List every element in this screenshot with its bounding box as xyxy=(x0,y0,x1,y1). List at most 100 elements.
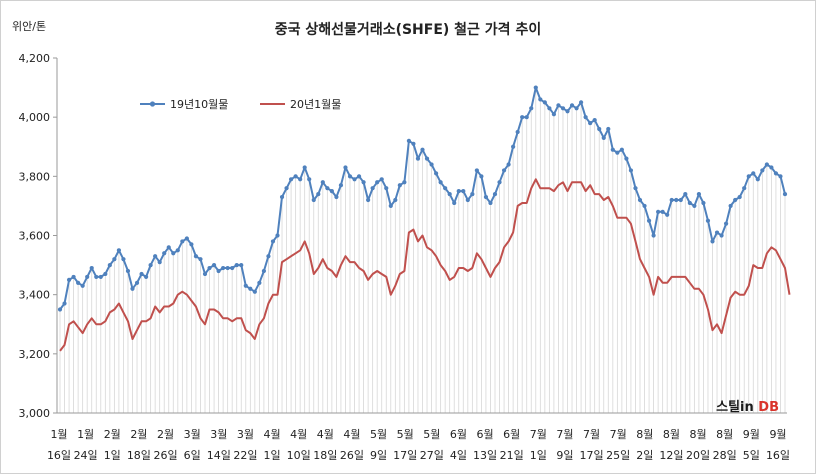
data-point xyxy=(125,268,131,274)
data-point xyxy=(574,106,579,111)
x-tick-label-month: 7월 xyxy=(556,428,573,441)
data-point xyxy=(202,271,208,277)
x-tick-label-day: 16일 xyxy=(766,448,790,462)
data-point xyxy=(230,265,235,271)
x-tick-label-month: 3월 xyxy=(210,428,227,441)
data-point xyxy=(411,141,416,146)
data-point xyxy=(121,257,126,262)
x-tick-label-day: 20일 xyxy=(686,448,710,462)
data-point xyxy=(760,168,765,173)
data-point xyxy=(239,262,244,268)
data-point xyxy=(94,274,99,280)
x-tick-label-month: 2월 xyxy=(130,428,147,441)
data-point xyxy=(474,168,479,173)
data-point xyxy=(479,174,484,179)
x-tick-label-month: 4월 xyxy=(317,428,334,441)
legend-marker xyxy=(149,101,156,107)
data-point xyxy=(80,283,85,288)
data-point xyxy=(547,106,552,111)
data-point xyxy=(248,286,253,291)
x-tick-labels: 1월 16일 1월 24일 2월 1일 2월 18일 2월 26일 3월 6일 3월 14일 3월 22일 4월… xyxy=(47,428,790,462)
data-point xyxy=(415,156,421,161)
data-point xyxy=(588,120,593,126)
data-point xyxy=(651,233,656,238)
data-point xyxy=(189,242,194,247)
data-point xyxy=(669,197,674,203)
data-point xyxy=(166,245,171,250)
data-point xyxy=(714,230,720,235)
data-point xyxy=(488,200,493,206)
x-tick-label-day: 18일 xyxy=(313,448,337,462)
data-point xyxy=(687,200,692,206)
data-point xyxy=(619,147,624,152)
data-point xyxy=(153,254,158,259)
data-point xyxy=(275,233,280,238)
data-point xyxy=(320,180,325,185)
data-point xyxy=(542,100,547,105)
data-point xyxy=(710,239,715,244)
y-tick-label: 4,200 xyxy=(19,52,51,65)
data-point xyxy=(646,218,652,223)
data-point xyxy=(361,180,366,185)
data-point xyxy=(501,168,507,173)
legend-label: 19년10월물 xyxy=(170,98,228,111)
data-point xyxy=(610,147,615,152)
data-point xyxy=(592,118,597,123)
data-point xyxy=(366,197,371,203)
data-point xyxy=(624,156,629,161)
hatch-fill-lines xyxy=(59,87,786,413)
x-tick-label-day: 27일 xyxy=(420,448,444,462)
data-point xyxy=(569,103,575,108)
x-tick-label-day: 12일 xyxy=(659,448,683,462)
x-tick-label-month: 4월 xyxy=(263,428,280,441)
data-point xyxy=(633,186,638,191)
data-point xyxy=(162,251,167,256)
x-tick-label-day: 10일 xyxy=(287,448,311,462)
x-tick-label-day: 16일 xyxy=(47,448,71,462)
data-point xyxy=(66,277,72,282)
x-tick-label-month: 7월 xyxy=(583,428,600,441)
legend: 19년10월물 20년1월물 xyxy=(140,98,341,111)
data-point xyxy=(452,200,457,206)
data-point xyxy=(234,262,239,268)
data-point xyxy=(85,274,90,280)
data-point xyxy=(606,126,611,132)
data-point xyxy=(211,262,217,268)
data-point xyxy=(447,191,452,197)
data-point xyxy=(737,194,742,200)
data-point xyxy=(683,191,688,197)
data-point xyxy=(560,106,566,111)
data-point xyxy=(511,144,516,149)
x-tick-label-month: 8월 xyxy=(716,428,733,441)
x-tick-label-day: 5일 xyxy=(743,448,760,462)
watermark-db: DB xyxy=(758,400,779,415)
data-point xyxy=(171,251,176,256)
x-tick-label-day: 21일 xyxy=(500,448,524,462)
data-point xyxy=(71,274,76,280)
data-point xyxy=(470,191,475,197)
x-tick-label-month: 8월 xyxy=(690,428,707,441)
data-point xyxy=(438,180,443,185)
data-point xyxy=(397,183,402,188)
data-point xyxy=(103,271,108,277)
data-point xyxy=(728,203,733,209)
data-point xyxy=(696,191,702,197)
data-point xyxy=(266,254,271,259)
y-axis-unit-label: 위안/톤 xyxy=(12,20,46,33)
data-point xyxy=(76,280,81,285)
data-point xyxy=(556,103,561,108)
data-point xyxy=(284,186,289,191)
data-point xyxy=(705,218,711,223)
data-point xyxy=(143,274,149,280)
data-point xyxy=(393,197,398,203)
data-point xyxy=(533,85,538,90)
data-point xyxy=(755,177,760,182)
data-point xyxy=(221,265,226,271)
data-point xyxy=(130,286,135,291)
y-tick-label: 3,600 xyxy=(19,230,51,243)
y-tick-label: 3,800 xyxy=(19,170,51,183)
x-tick-label-day: 24일 xyxy=(74,448,98,462)
x-tick-label-day: 17일 xyxy=(580,448,604,462)
x-tick-label-month: 6월 xyxy=(477,428,494,441)
